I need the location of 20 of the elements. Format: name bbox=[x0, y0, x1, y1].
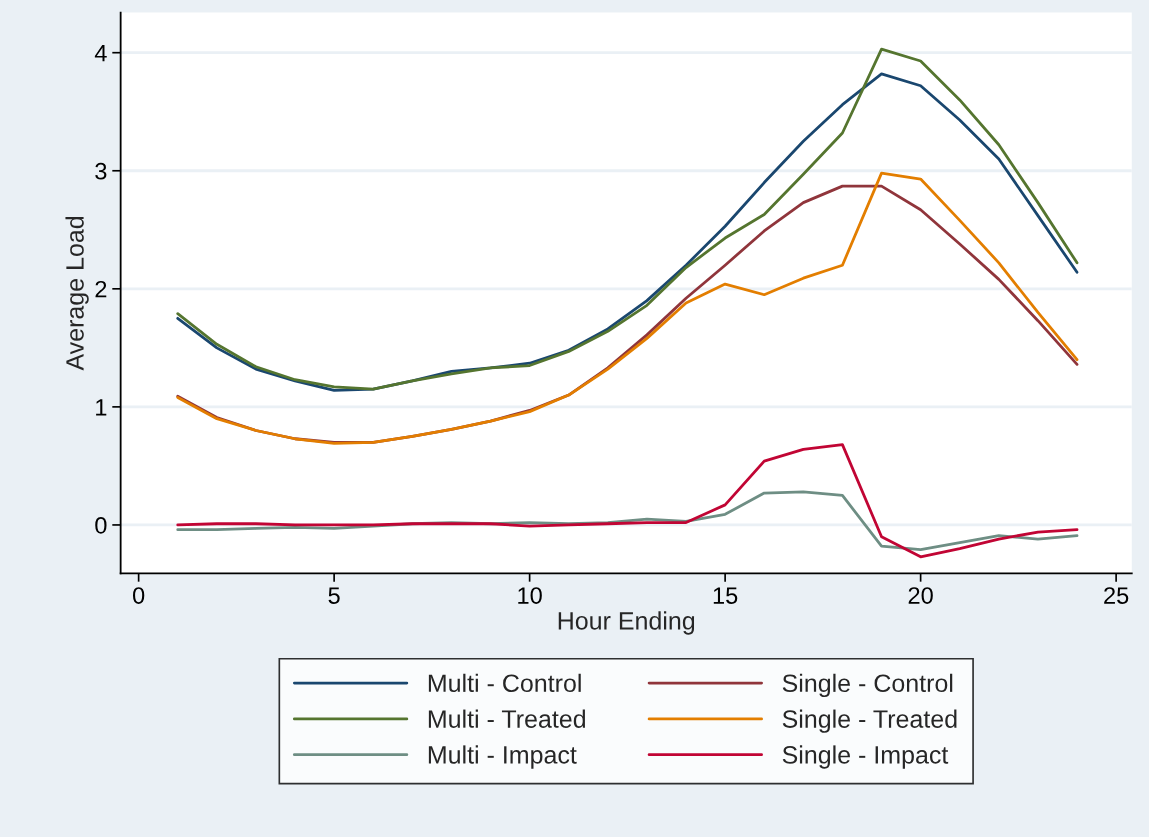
y-tick-label: 0 bbox=[95, 517, 107, 534]
x-tick-label: 10 bbox=[518, 587, 542, 604]
legend-label: Multi - Control bbox=[428, 673, 581, 693]
legend-label: Single - Treated bbox=[782, 709, 957, 733]
legend-label: Single - Control bbox=[782, 673, 953, 698]
x-tick-label: 20 bbox=[908, 587, 933, 604]
x-tick-label: 25 bbox=[1104, 587, 1129, 604]
line-series bbox=[176, 443, 1079, 559]
y-tick-label: 4 bbox=[94, 45, 107, 62]
x-axis-title: Hour Ending bbox=[558, 611, 695, 635]
legend-label: Single - Impact bbox=[782, 745, 949, 769]
legend-label: Multi - Treated bbox=[428, 709, 585, 728]
y-tick-label: 1 bbox=[96, 399, 107, 416]
y-axis-title: Average Load bbox=[65, 216, 89, 371]
x-tick-label: 0 bbox=[132, 587, 145, 604]
x-tick-label: 5 bbox=[328, 587, 340, 604]
y-tick-label: 3 bbox=[95, 162, 107, 180]
legend-label: Multi - Impact bbox=[428, 745, 577, 769]
x-tick-label: 15 bbox=[713, 587, 738, 604]
y-tick-label: 2 bbox=[95, 280, 107, 298]
